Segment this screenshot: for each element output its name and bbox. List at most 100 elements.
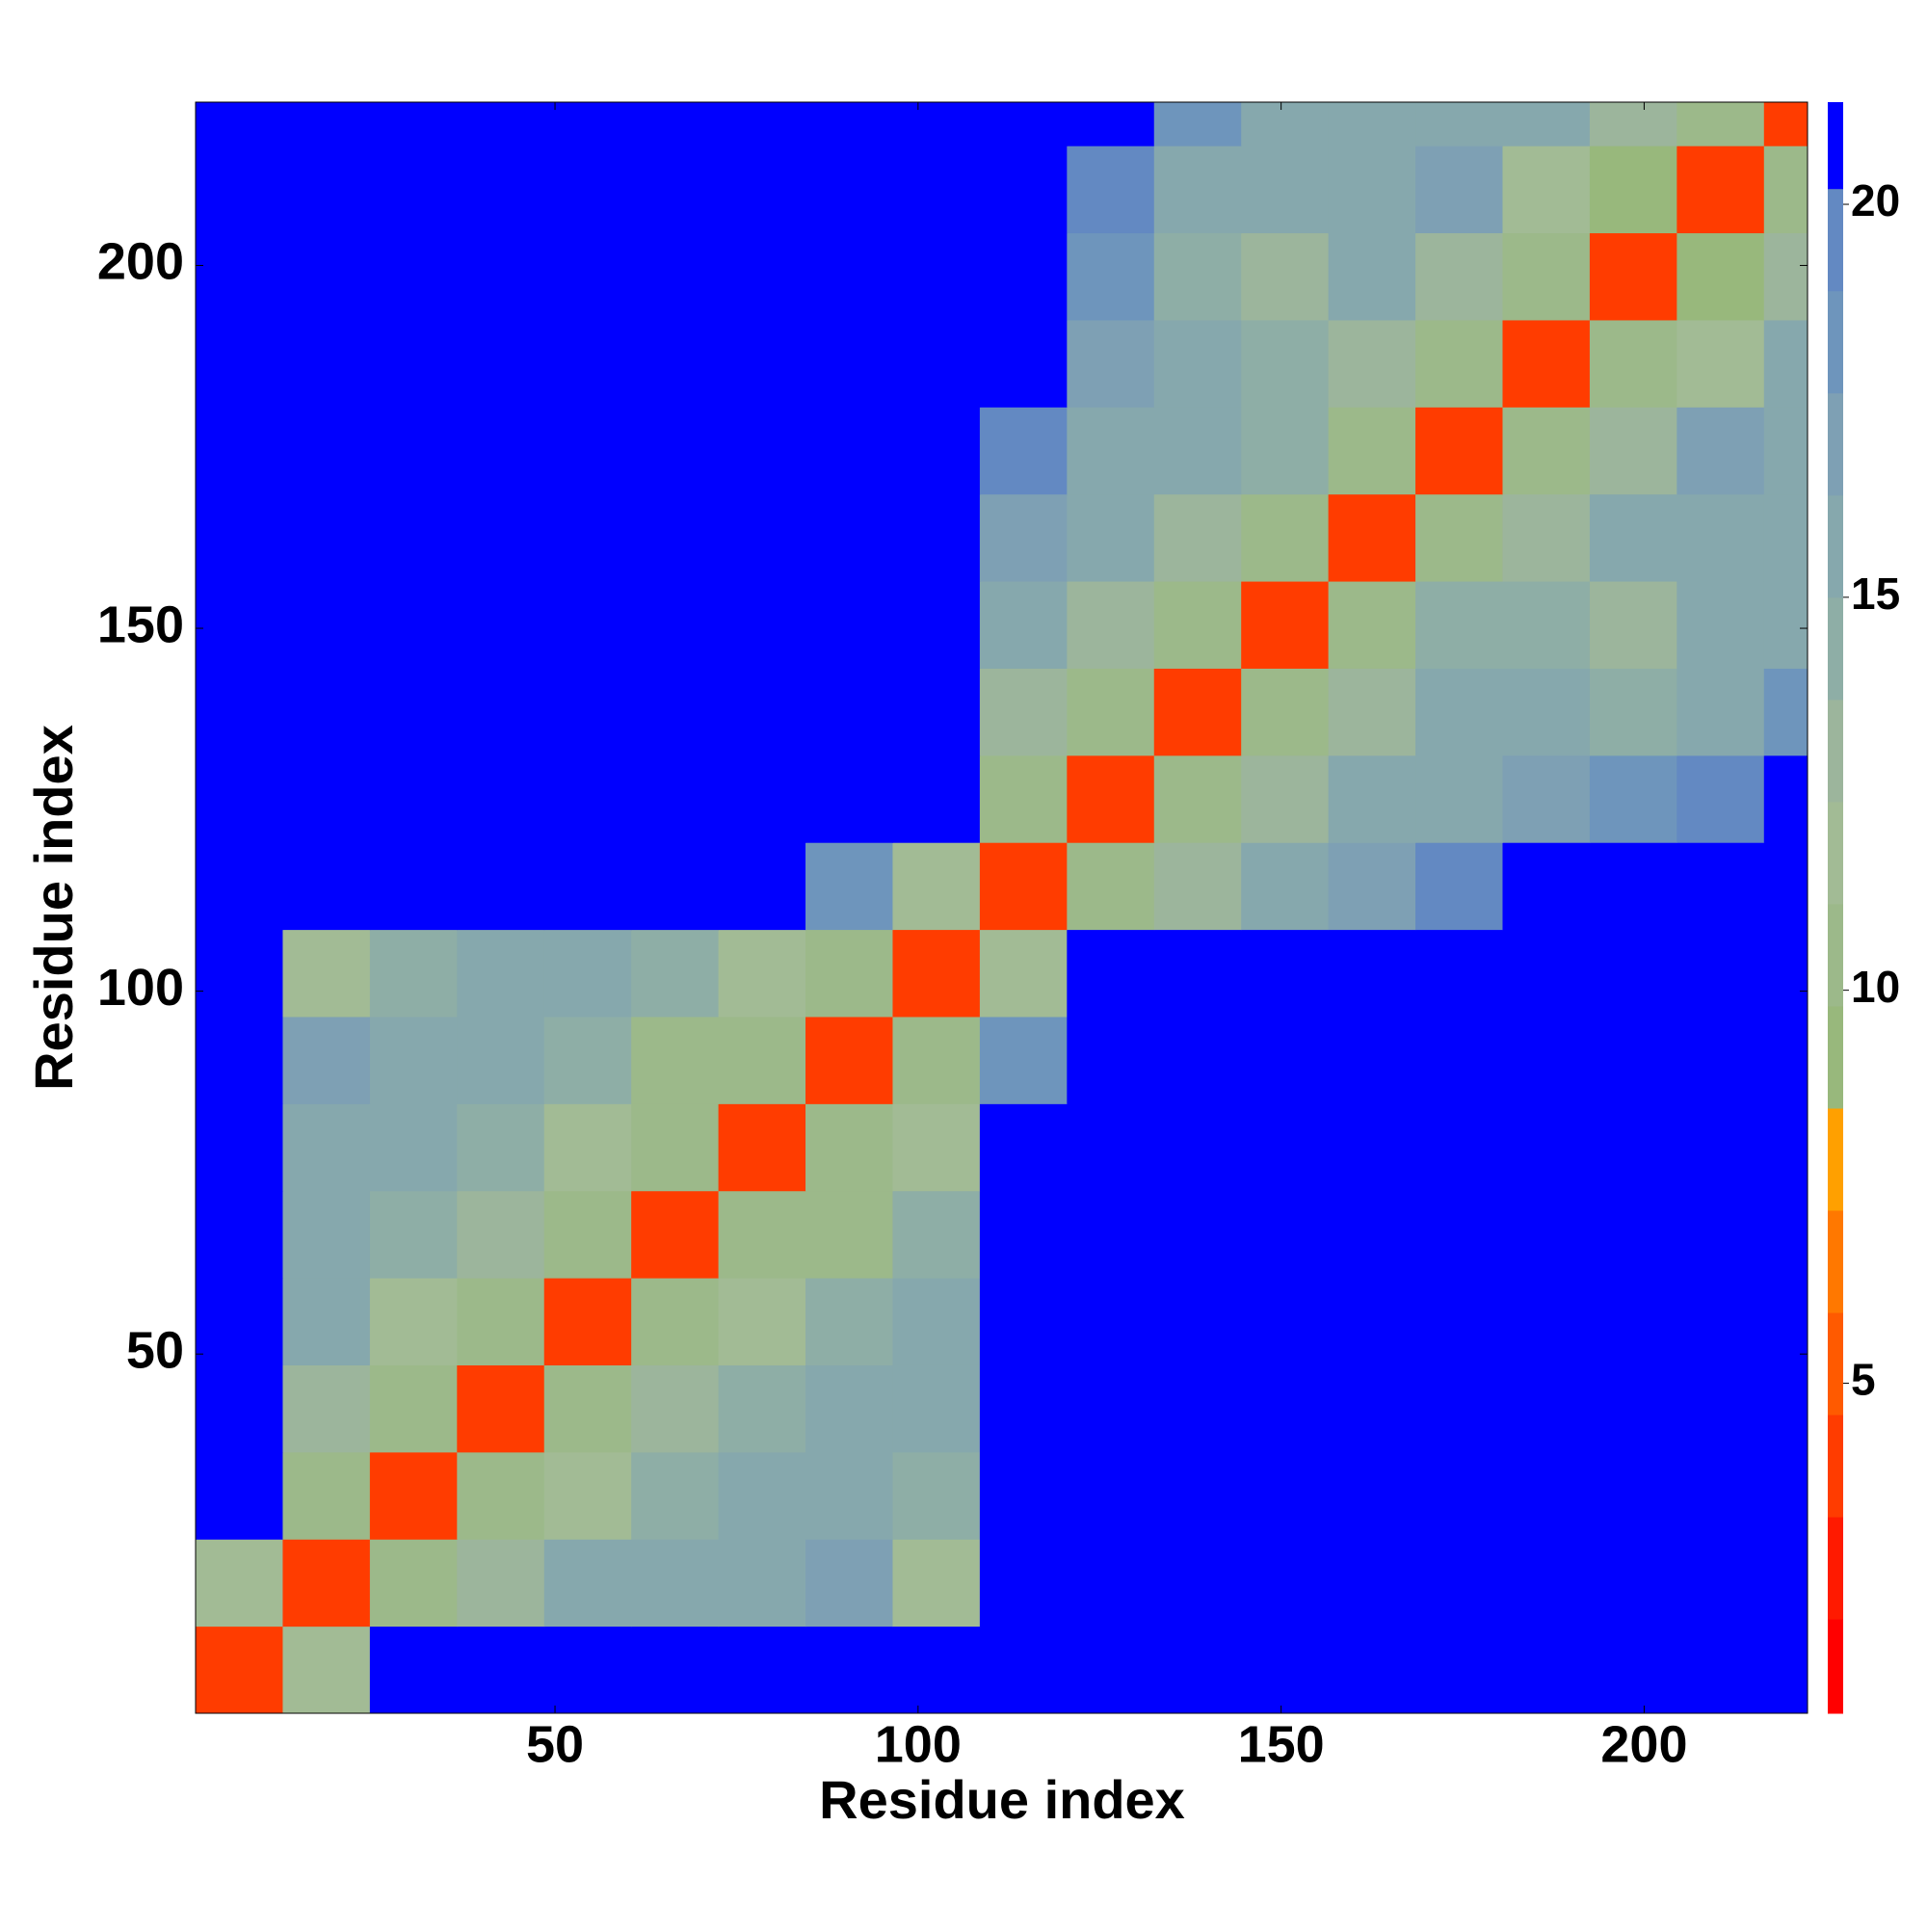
cell bbox=[1502, 1190, 1591, 1279]
cell bbox=[1328, 1103, 1416, 1192]
cell bbox=[1241, 842, 1330, 931]
cell bbox=[282, 1016, 371, 1104]
cell bbox=[892, 1539, 981, 1628]
cell bbox=[1153, 1364, 1242, 1453]
cell bbox=[718, 1278, 806, 1365]
cell bbox=[631, 146, 720, 234]
cell bbox=[1763, 1278, 1808, 1365]
cell bbox=[631, 581, 720, 669]
cell bbox=[543, 1103, 632, 1192]
cell bbox=[1153, 407, 1242, 495]
cell bbox=[1589, 146, 1677, 234]
cell bbox=[892, 1626, 981, 1714]
cell bbox=[631, 232, 720, 321]
cell bbox=[1241, 754, 1330, 843]
cell bbox=[1328, 232, 1416, 321]
cell bbox=[1415, 668, 1503, 756]
cell bbox=[892, 668, 981, 756]
cell bbox=[1241, 1278, 1330, 1365]
cell bbox=[805, 146, 893, 234]
cell bbox=[1328, 929, 1416, 1018]
cell bbox=[718, 1626, 806, 1714]
cell bbox=[892, 232, 981, 321]
cell bbox=[1153, 1103, 1242, 1192]
cell bbox=[892, 842, 981, 931]
cell bbox=[543, 1278, 632, 1365]
cell bbox=[1415, 407, 1503, 495]
cell bbox=[1763, 102, 1808, 146]
cell bbox=[1589, 1103, 1677, 1192]
colorbar-tick-label: 20 bbox=[1851, 175, 1900, 225]
cell bbox=[1415, 1278, 1503, 1365]
cell bbox=[1241, 668, 1330, 756]
cell bbox=[196, 668, 283, 756]
cell bbox=[1328, 1364, 1416, 1453]
cell bbox=[1415, 102, 1503, 146]
cell bbox=[543, 1190, 632, 1279]
cell bbox=[196, 581, 283, 669]
cell bbox=[1153, 319, 1242, 408]
cell bbox=[1241, 146, 1330, 234]
x-tick-label: 150 bbox=[1238, 1715, 1325, 1773]
cell bbox=[1328, 102, 1416, 146]
colorbar-band bbox=[1828, 1517, 1843, 1620]
cell bbox=[1067, 668, 1155, 756]
cell bbox=[979, 1190, 1068, 1279]
cell bbox=[1589, 929, 1677, 1018]
colorbar-band bbox=[1828, 596, 1843, 701]
y-tick-label: 50 bbox=[126, 1321, 184, 1379]
cell bbox=[543, 146, 632, 234]
cell bbox=[1763, 407, 1808, 495]
cell bbox=[1241, 1539, 1330, 1628]
cell bbox=[1676, 232, 1765, 321]
cell bbox=[1502, 1103, 1591, 1192]
cell bbox=[1067, 1103, 1155, 1192]
cell bbox=[457, 493, 545, 582]
cell bbox=[892, 1016, 981, 1104]
cell bbox=[1763, 493, 1808, 582]
cell bbox=[282, 146, 371, 234]
cell bbox=[1589, 493, 1677, 582]
cell bbox=[892, 407, 981, 495]
cell bbox=[457, 102, 545, 146]
cell bbox=[1328, 1016, 1416, 1104]
cell bbox=[457, 146, 545, 234]
cell bbox=[1502, 407, 1591, 495]
cell bbox=[979, 929, 1068, 1018]
cell bbox=[457, 1103, 545, 1192]
cell bbox=[369, 1278, 458, 1365]
cell bbox=[979, 102, 1068, 146]
cell bbox=[1415, 1016, 1503, 1104]
cell bbox=[457, 1451, 545, 1540]
cell bbox=[1153, 1278, 1242, 1365]
cell bbox=[892, 1278, 981, 1365]
cell bbox=[1415, 319, 1503, 408]
cell bbox=[543, 754, 632, 843]
cell bbox=[1763, 1103, 1808, 1192]
cell bbox=[196, 493, 283, 582]
cell bbox=[543, 319, 632, 408]
cell bbox=[718, 929, 806, 1018]
cell bbox=[631, 1364, 720, 1453]
cell bbox=[457, 581, 545, 669]
cell bbox=[1502, 1016, 1591, 1104]
cell bbox=[1241, 929, 1330, 1018]
cell bbox=[718, 232, 806, 321]
cell bbox=[1676, 1016, 1765, 1104]
cell bbox=[1589, 407, 1677, 495]
colorbar-band bbox=[1828, 290, 1843, 394]
cell bbox=[457, 319, 545, 408]
cell bbox=[1153, 1016, 1242, 1104]
cell bbox=[282, 407, 371, 495]
cell bbox=[1589, 232, 1677, 321]
cell bbox=[892, 1190, 981, 1279]
cell bbox=[1676, 1364, 1765, 1453]
cell bbox=[805, 929, 893, 1018]
cell bbox=[543, 581, 632, 669]
cell bbox=[457, 1278, 545, 1365]
cell bbox=[457, 668, 545, 756]
cell bbox=[1241, 1451, 1330, 1540]
cell bbox=[1676, 102, 1765, 146]
cell bbox=[1763, 1364, 1808, 1453]
x-tick-label: 50 bbox=[526, 1715, 584, 1773]
